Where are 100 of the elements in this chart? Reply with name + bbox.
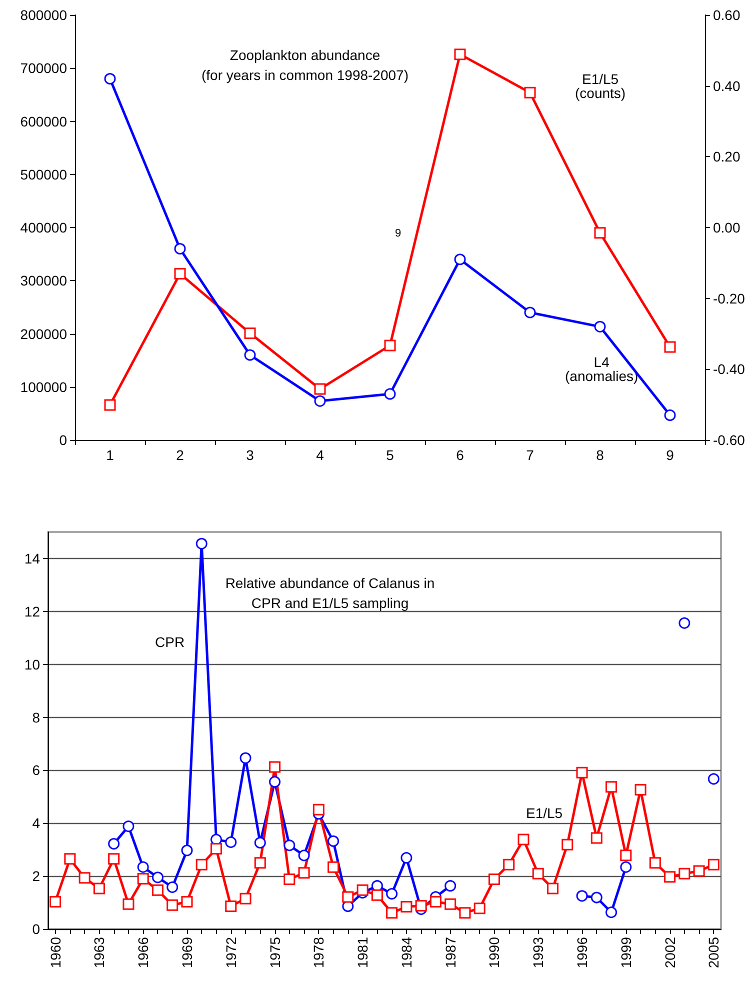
point — [386, 888, 398, 900]
point — [590, 892, 602, 904]
point — [137, 861, 149, 873]
point — [104, 73, 116, 84]
x-tick-label: 1987 — [442, 936, 458, 968]
point — [594, 320, 606, 332]
point — [50, 896, 62, 908]
x-tick-label: 1963 — [91, 936, 108, 968]
point — [269, 761, 281, 773]
x-tick-label: 1 — [106, 447, 114, 463]
point — [664, 341, 676, 353]
point — [664, 409, 676, 421]
point — [459, 907, 471, 919]
point — [298, 850, 310, 862]
x-tick-label: 1969 — [178, 936, 195, 968]
x-tick-label: 1993 — [530, 936, 546, 968]
point — [328, 835, 340, 847]
point — [152, 872, 164, 884]
y-tick-label: 12 — [24, 603, 40, 620]
point — [314, 395, 326, 407]
point — [562, 838, 574, 850]
y-tick-label: 600000 — [20, 113, 68, 130]
point — [284, 873, 296, 885]
point — [240, 752, 252, 764]
point — [384, 388, 396, 400]
point — [254, 857, 266, 869]
point — [594, 227, 606, 239]
point — [122, 898, 134, 910]
text: E1/L5 (counts) — [574, 71, 626, 101]
y-tick-label: 300000 — [20, 272, 68, 289]
point — [444, 880, 456, 892]
point — [678, 868, 690, 880]
x-tick-label: 1999 — [618, 936, 634, 968]
x-tick-label: 7 — [526, 447, 534, 463]
point — [122, 820, 134, 832]
point — [225, 900, 237, 912]
point — [78, 872, 90, 884]
y-tick-label: 500000 — [20, 166, 68, 182]
point — [371, 889, 383, 901]
x-tick-label: 1972 — [222, 936, 239, 968]
x-tick-label: 3 — [246, 447, 254, 463]
point — [606, 906, 618, 918]
y2-tick-label: -0.60 — [713, 432, 746, 448]
point — [503, 858, 515, 870]
point — [430, 896, 442, 908]
point — [181, 896, 193, 908]
y-tick-label: 0 — [59, 432, 68, 448]
point — [454, 48, 466, 60]
point — [518, 834, 530, 846]
point — [576, 890, 588, 902]
point — [708, 773, 720, 785]
point — [196, 538, 208, 550]
point — [64, 853, 76, 865]
y-tick-label: 2 — [32, 868, 40, 884]
point — [174, 268, 186, 280]
y-tick-label: 0 — [32, 921, 40, 937]
y-tick-label: 4 — [32, 815, 40, 832]
point — [328, 861, 340, 873]
point — [137, 872, 149, 884]
point — [488, 873, 500, 885]
x-tick-label: 5 — [386, 447, 394, 463]
x-tick-label: 2005 — [706, 936, 722, 968]
point — [384, 340, 396, 352]
point — [196, 858, 208, 870]
point — [93, 882, 105, 894]
point — [244, 327, 256, 339]
y-tick-label: 14 — [24, 550, 40, 566]
y-tick-label: 10 — [24, 656, 40, 672]
point — [342, 891, 354, 903]
point — [240, 892, 252, 904]
point — [312, 804, 324, 816]
point — [620, 861, 632, 873]
x-tick-label: 1981 — [354, 936, 371, 968]
point — [649, 857, 661, 869]
point — [298, 867, 310, 879]
point — [386, 907, 398, 919]
x-tick-label: 1996 — [574, 936, 590, 968]
point — [356, 884, 368, 896]
y2-tick-label: 0.00 — [713, 220, 740, 236]
point — [532, 868, 544, 880]
y-tick-label: 800000 — [20, 7, 68, 23]
y-tick-label: 400000 — [20, 220, 68, 236]
y2-tick-label: 0.20 — [713, 148, 740, 165]
y2-tick-label: 0.40 — [713, 78, 740, 94]
point — [166, 899, 178, 911]
point — [400, 901, 412, 913]
x-tick-label: 9 — [666, 447, 674, 463]
point — [415, 900, 427, 912]
x-tick-label: 1966 — [135, 936, 152, 968]
point — [454, 254, 466, 266]
point — [269, 776, 281, 788]
x-tick-label: 1978 — [310, 936, 327, 968]
point — [693, 865, 705, 877]
point — [104, 399, 116, 411]
series-label: CPR — [155, 634, 185, 650]
y-tick-label: 200000 — [20, 326, 68, 342]
x-tick-label: 1960 — [47, 936, 64, 968]
point — [547, 882, 558, 894]
text: Zooplankton abundance (for years in common 1998-2007) — [202, 47, 408, 83]
x-tick-label: 1975 — [266, 936, 283, 968]
